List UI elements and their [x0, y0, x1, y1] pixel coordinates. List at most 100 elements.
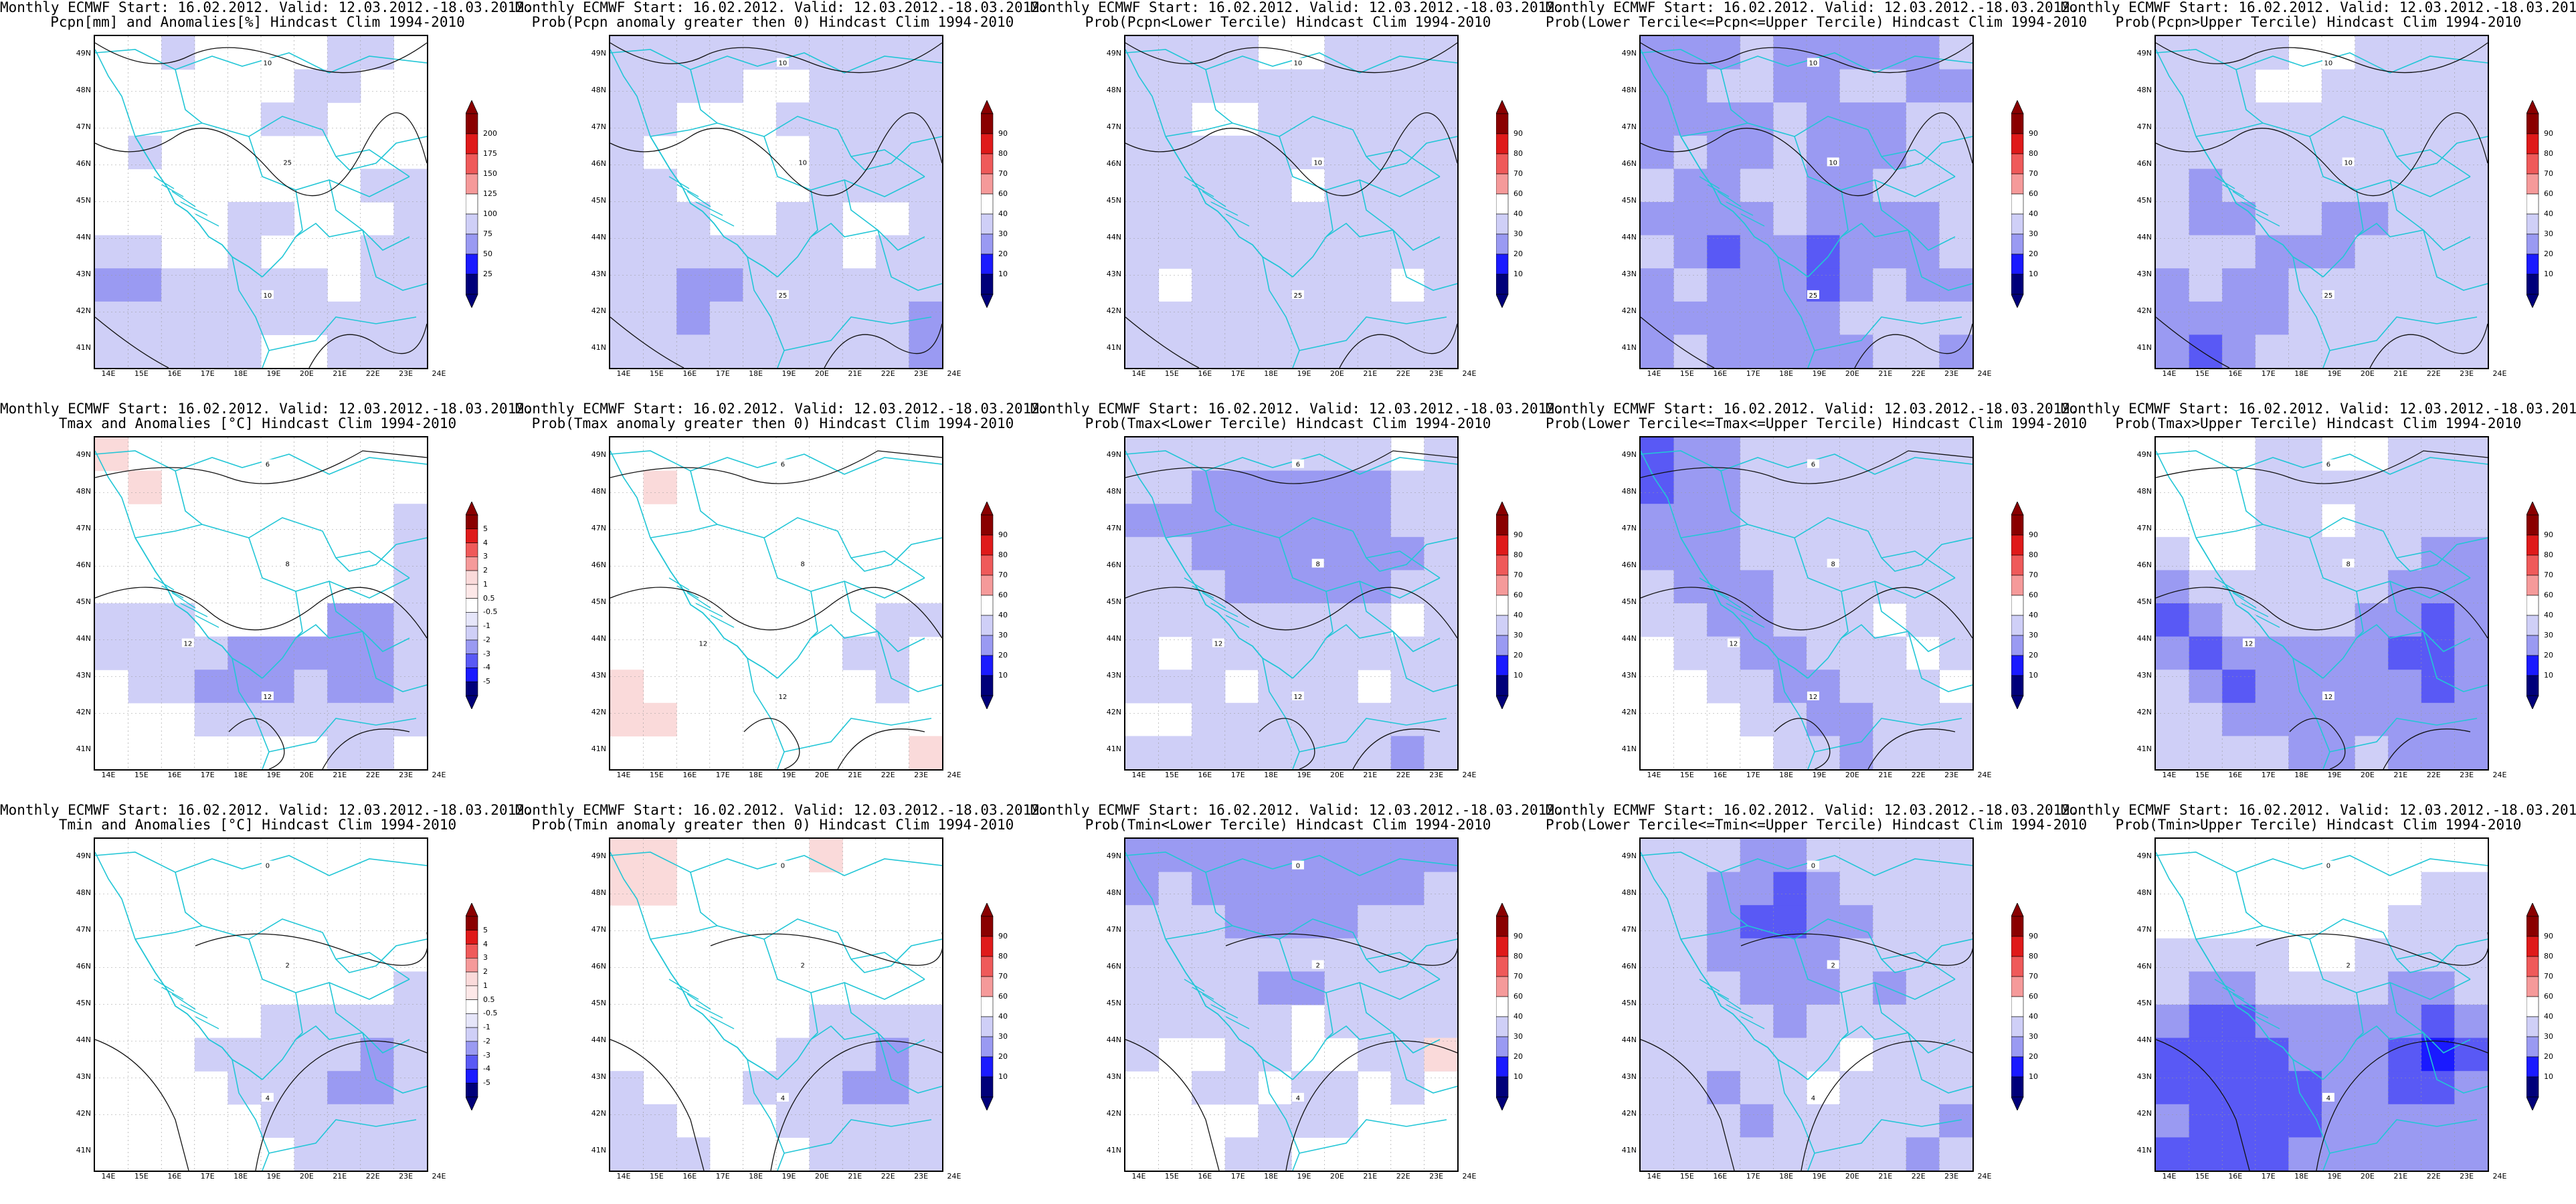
map-area: 10 10 25 [609, 35, 943, 369]
coastline [1165, 938, 1293, 1080]
contour-line [2156, 1039, 2250, 1171]
field-cell [842, 1071, 877, 1105]
field-cell [2355, 1137, 2389, 1171]
field-cell [360, 36, 394, 70]
y-tick-label: 49N [76, 851, 91, 860]
field-cell [327, 1005, 361, 1039]
colorbar-top-arrow [1496, 903, 1509, 917]
field-cell [1707, 334, 1741, 368]
field-cell [1390, 839, 1424, 873]
coastline [134, 938, 263, 1080]
field-cell [2288, 202, 2322, 236]
x-tick-label: 20E [1329, 1172, 1344, 1181]
country-border [95, 450, 427, 475]
x-tick-label: 22E [2426, 369, 2441, 378]
colorbar-label: 10 [998, 1072, 1008, 1081]
country-border [268, 1119, 417, 1154]
contour-line [1801, 1040, 1972, 1171]
y-tick-label: 45N [1621, 597, 1637, 606]
field-cell [1773, 670, 1807, 704]
field-cell [261, 702, 295, 736]
country-border [2235, 69, 2471, 177]
x-tick-label: 14E [616, 369, 631, 378]
colorbar-top-arrow [1496, 100, 1509, 114]
field-cell [1873, 69, 1907, 103]
field-cell [2222, 268, 2256, 302]
field-cell [261, 636, 295, 670]
colorbar-bin [2011, 936, 2024, 957]
field-cell [1424, 536, 1457, 571]
contour-label-bg [1291, 459, 1304, 468]
field-cell [2222, 1104, 2256, 1138]
colorbar-bin [466, 584, 478, 599]
field-cell [1773, 334, 1807, 368]
field-cell [1807, 971, 1841, 1005]
field-cell [95, 603, 129, 637]
y-tick-label: 47N [591, 925, 606, 934]
colorbar-bin [466, 133, 478, 155]
field-cell [1673, 334, 1708, 368]
field-cell [909, 235, 942, 269]
field-cell [128, 636, 162, 670]
colorbar-label: 40 [2544, 209, 2553, 218]
field-cell [327, 603, 361, 637]
contour-label: 25 [283, 159, 292, 167]
field-cell [1740, 1037, 1774, 1072]
contour-line [308, 323, 427, 368]
field-cell [743, 36, 777, 70]
panel-title: Monthly ECMWF Start: 16.02.2012. Valid: … [0, 802, 533, 818]
field-cell [1707, 202, 1741, 236]
field-cell [2388, 670, 2422, 704]
field-cell [1224, 971, 1259, 1005]
field-cell [1641, 102, 1675, 136]
field-cell [610, 301, 644, 335]
field-cell-positive [1424, 1037, 1457, 1072]
map-area: 10 10 25 [1639, 35, 1974, 369]
y-tick-label: 47N [1621, 122, 1637, 131]
field-cell [1424, 971, 1457, 1005]
field-cell [1807, 334, 1841, 368]
field-cell [2255, 1037, 2289, 1072]
x-tick-label: 21E [1878, 369, 1893, 378]
field-cell [875, 1104, 909, 1138]
field-cell [1906, 301, 1940, 335]
field-cell [1707, 235, 1741, 269]
x-tick-label: 21E [333, 1172, 347, 1181]
colorbar-label: 10 [998, 671, 1008, 680]
field-cell [2288, 1005, 2322, 1039]
contour-label-bg [1807, 1092, 1819, 1102]
field-cell [676, 1137, 711, 1171]
contour-label: 10 [264, 60, 272, 68]
field-cell [610, 235, 644, 269]
colorbar-bin [466, 985, 478, 1000]
coastline [650, 136, 778, 278]
country-border [1841, 189, 1849, 237]
field-cell [1939, 102, 1972, 136]
x-tick-label: 15E [649, 369, 664, 378]
field-cell [2421, 202, 2455, 236]
field-cell [1707, 470, 1741, 504]
field-cell [1939, 135, 1972, 169]
contour-label-bg [1827, 559, 1839, 568]
colorbar-label: 4 [483, 939, 488, 948]
country-border [1720, 470, 1956, 579]
island [1707, 585, 1730, 599]
colorbar-bin [466, 930, 478, 944]
field-cell [1358, 268, 1392, 302]
field-cell [1773, 135, 1807, 169]
y-tick-label: 48N [76, 487, 91, 496]
x-tick-label: 23E [1429, 771, 1444, 779]
field-cell [2255, 736, 2289, 769]
colorbar-label: 80 [1513, 550, 1523, 559]
country-border [763, 537, 925, 599]
map-panel: Monthly ECMWF Start: 16.02.2012. Valid: … [515, 803, 1048, 1204]
x-tick-label: 18E [2294, 771, 2309, 779]
contour-label: 25 [1294, 292, 1303, 300]
field-cell [2421, 1104, 2455, 1138]
y-tick-label: 43N [2136, 671, 2152, 680]
colorbar-label: 70 [998, 972, 1008, 981]
field-cell [610, 1071, 644, 1105]
x-tick-label: 15E [1679, 369, 1694, 378]
field-cell [1873, 636, 1907, 670]
field-cell [1906, 437, 1940, 472]
